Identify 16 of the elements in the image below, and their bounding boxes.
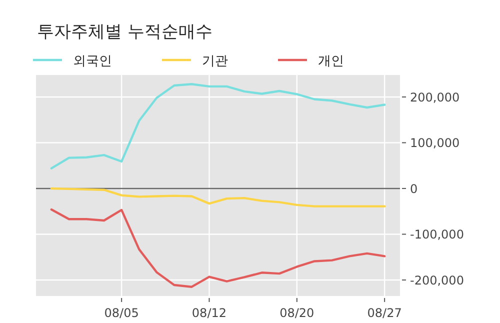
legend-label: 개인 xyxy=(318,54,344,69)
y-tick-label: -200,000 xyxy=(410,273,464,288)
y-tick-label: 200,000 xyxy=(410,90,460,104)
line-series xyxy=(50,187,386,208)
y-tick-label: -100,000 xyxy=(410,228,464,242)
y-tick-label: 0 xyxy=(410,182,418,196)
y-tick-label: 100,000 xyxy=(410,136,460,150)
line-series xyxy=(50,83,386,170)
legend-label: 외국인 xyxy=(73,54,112,69)
x-tick-label: 08/20 xyxy=(280,306,314,320)
x-tick-label: 08/12 xyxy=(192,306,227,320)
chart-title: 투자주체별 누적순매수 xyxy=(37,22,212,42)
x-tick-label: 08/05 xyxy=(104,306,139,320)
x-tick-label: 08/27 xyxy=(367,306,402,320)
legend-label: 기관 xyxy=(202,54,228,69)
line-series xyxy=(50,208,386,288)
